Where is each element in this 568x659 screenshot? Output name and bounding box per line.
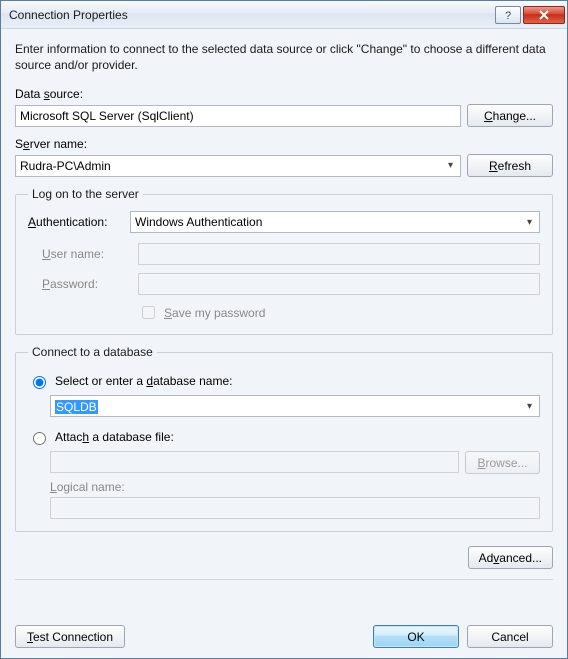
help-button[interactable]: ? xyxy=(495,6,521,24)
dialog-content: Enter information to connect to the sele… xyxy=(1,29,567,658)
password-input xyxy=(138,273,540,295)
chevron-down-icon[interactable]: ▾ xyxy=(521,213,538,231)
database-name-combo[interactable]: SQLDB xyxy=(50,395,540,417)
test-connection-button[interactable]: Test Connection xyxy=(15,625,125,648)
logical-name-label: Logical name: xyxy=(50,480,540,494)
save-password-checkbox: Save my password xyxy=(138,303,540,322)
advanced-button[interactable]: Advanced... xyxy=(468,546,553,569)
chevron-down-icon[interactable]: ▾ xyxy=(442,157,459,175)
data-source-label: Data source: xyxy=(15,87,553,101)
ok-button[interactable]: OK xyxy=(373,625,459,648)
close-button[interactable] xyxy=(523,6,565,24)
server-name-label: Server name: xyxy=(15,137,553,151)
browse-button: Browse... xyxy=(465,451,540,474)
change-button[interactable]: Change... xyxy=(467,104,553,127)
logon-group: Log on to the server Authentication: ▾ U… xyxy=(15,187,553,335)
logon-legend: Log on to the server xyxy=(28,187,143,201)
logical-name-input xyxy=(50,497,540,519)
refresh-button[interactable]: Refresh xyxy=(467,154,553,177)
data-source-value xyxy=(15,105,461,127)
radio-select-db[interactable]: Select or enter a database name: xyxy=(28,373,540,389)
connection-properties-dialog: Connection Properties ? Enter informatio… xyxy=(0,0,568,659)
intro-text: Enter information to connect to the sele… xyxy=(15,41,553,73)
chevron-down-icon[interactable]: ▾ xyxy=(521,397,538,415)
window-title: Connection Properties xyxy=(9,8,493,22)
titlebar[interactable]: Connection Properties ? xyxy=(1,1,567,29)
attach-path-input xyxy=(50,451,459,473)
radio-attach-db[interactable]: Attach a database file: xyxy=(28,429,540,445)
connect-db-legend: Connect to a database xyxy=(28,345,157,359)
username-input xyxy=(138,243,540,265)
authentication-select[interactable] xyxy=(130,211,540,233)
connect-db-group: Connect to a database Select or enter a … xyxy=(15,345,553,532)
auth-label: Authentication: xyxy=(28,215,124,229)
server-name-input[interactable] xyxy=(15,155,461,177)
cancel-button[interactable]: Cancel xyxy=(467,625,553,648)
svg-text:?: ? xyxy=(505,10,511,21)
username-label: User name: xyxy=(42,247,130,261)
password-label: Password: xyxy=(42,277,130,291)
